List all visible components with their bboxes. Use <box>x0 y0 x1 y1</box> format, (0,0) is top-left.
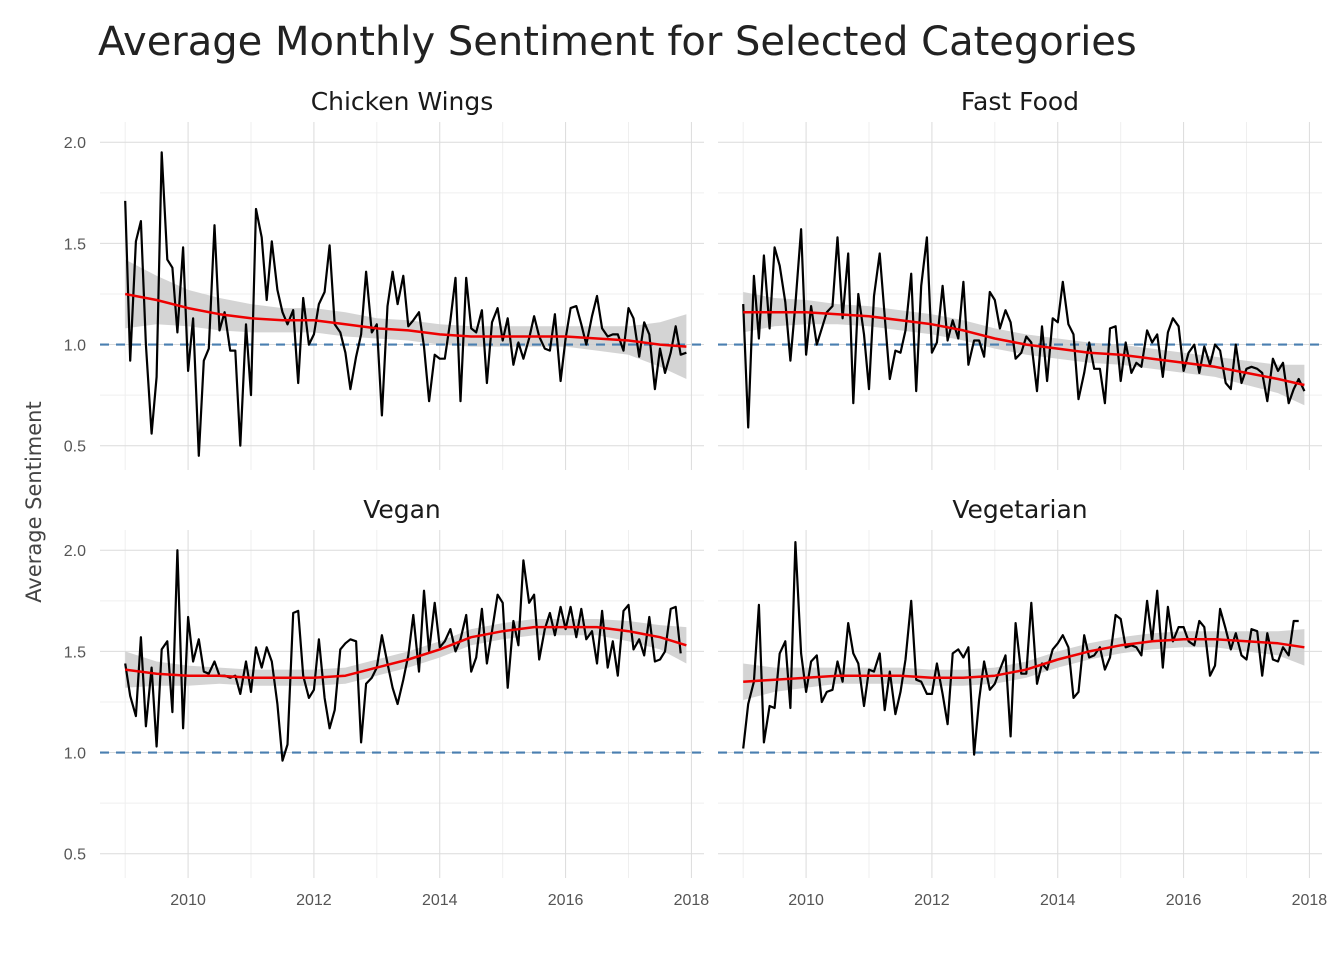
confidence-band <box>125 619 687 688</box>
x-tick-label: 2016 <box>548 892 584 909</box>
facet-title: Fast Food <box>961 87 1079 116</box>
smooth-trend-line <box>743 310 1305 387</box>
confidence-band <box>125 259 687 379</box>
major-grid <box>718 122 1322 470</box>
facet-panels: Chicken Wings 0.5 1.0 1.5 2.0 Fast Food Vegan 0… <box>64 87 1328 909</box>
facet-title: Vegetarian <box>952 495 1087 524</box>
y-tick-label: 0.5 <box>64 439 86 456</box>
y-tick-label: 0.5 <box>64 847 86 864</box>
y-axis-label: Average Sentiment <box>22 401 46 602</box>
x-tick-label: 2018 <box>1292 892 1328 909</box>
panel-chicken-wings: Chicken Wings 0.5 1.0 1.5 2.0 <box>64 87 704 470</box>
x-tick-label: 2014 <box>1040 892 1076 909</box>
x-tick-label: 2010 <box>170 892 206 909</box>
x-tick-label: 2014 <box>422 892 458 909</box>
x-tick-label: 2016 <box>1166 892 1202 909</box>
x-tick-label: 2010 <box>788 892 824 909</box>
observed-series-line <box>742 541 1299 756</box>
chart-title: Average Monthly Sentiment for Selected C… <box>98 19 1137 65</box>
minor-grid <box>718 530 1322 878</box>
y-tick-label: 2.0 <box>64 135 86 152</box>
smooth-trend-line <box>124 292 687 348</box>
facet-title: Vegan <box>363 495 441 524</box>
major-grid <box>100 530 704 878</box>
y-tick-label: 1.0 <box>64 746 86 763</box>
x-tick-label: 2012 <box>914 892 950 909</box>
x-tick-label: 2012 <box>296 892 332 909</box>
smooth-trend-line <box>125 625 687 679</box>
minor-grid <box>100 530 704 878</box>
panel-vegetarian: Vegetarian 2010 2012 2014 2016 2018 <box>718 495 1327 909</box>
panel-fast-food: Fast Food <box>718 87 1322 470</box>
y-tick-label: 1.5 <box>64 644 86 661</box>
y-tick-label: 1.5 <box>64 236 86 253</box>
observed-series-line <box>742 228 1306 429</box>
x-tick-label: 2018 <box>674 892 710 909</box>
facet-title: Chicken Wings <box>311 87 494 116</box>
smooth-trend-line <box>743 638 1305 683</box>
observed-series-line <box>124 549 682 762</box>
confidence-band <box>743 292 1305 406</box>
y-tick-label: 2.0 <box>64 543 86 560</box>
minor-grid <box>718 122 1322 470</box>
panel-vegan: Vegan 0.5 1.0 1.5 2.0 2010 2012 2014 2016 2018 <box>64 495 710 909</box>
y-tick-label: 1.0 <box>64 338 86 355</box>
major-grid <box>718 530 1322 878</box>
